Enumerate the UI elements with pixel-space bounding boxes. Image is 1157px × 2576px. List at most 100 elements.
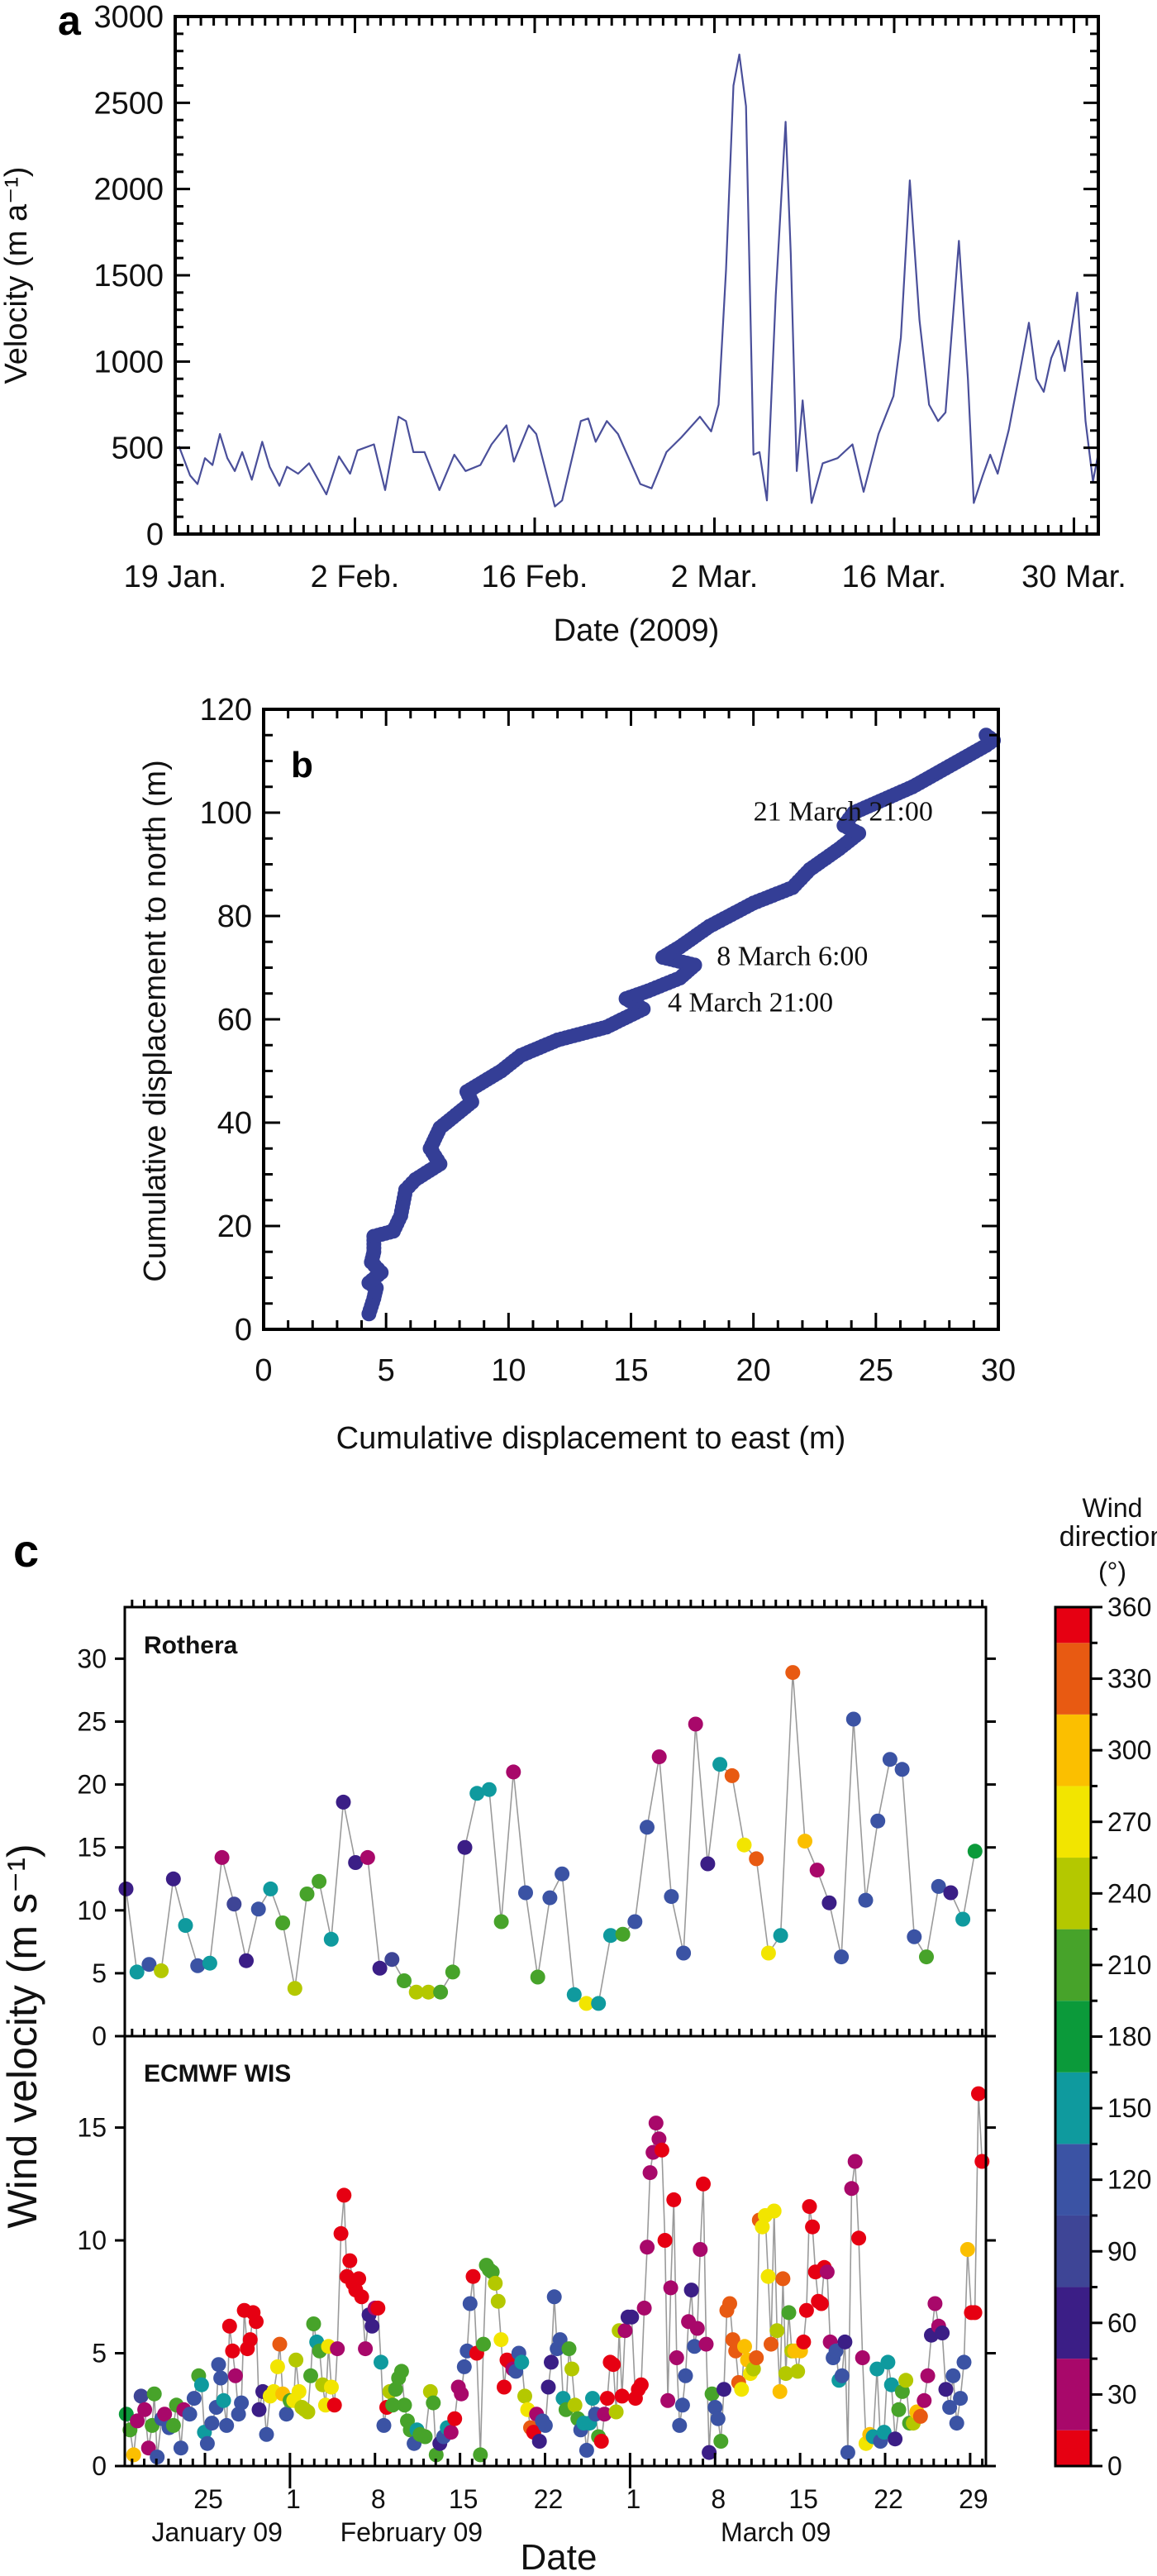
colorbar-band xyxy=(1055,2001,1091,2073)
y-tick-label: 0 xyxy=(235,1313,252,1348)
panel-b-letter: b xyxy=(291,745,313,785)
rothera-wind-point xyxy=(676,1945,692,1961)
ecmwf-wind-point xyxy=(126,2447,141,2463)
ecmwf-wind-point xyxy=(837,2334,853,2349)
colorbar-tick-label: 90 xyxy=(1107,2236,1137,2266)
y-tick-label: 1500 xyxy=(93,259,164,293)
ecmwf-wind-point xyxy=(687,2339,702,2354)
rothera-wind-point xyxy=(919,1949,934,1965)
ecmwf-wind-point xyxy=(388,2382,403,2397)
rothera-wind-point xyxy=(785,1665,801,1681)
ecmwf-wind-point xyxy=(303,2368,318,2383)
colorbar-band xyxy=(1055,1786,1091,1858)
x-tick-label: 5 xyxy=(378,1353,395,1388)
ecmwf-wind-point xyxy=(734,2382,750,2397)
ecmwf-wind-point xyxy=(182,2407,198,2422)
ecmwf-wind-point xyxy=(920,2368,936,2383)
x-tick-label: 25 xyxy=(193,2484,223,2514)
colorbar-tick-label: 210 xyxy=(1107,1950,1151,1980)
panel-b-axes: 0 5 10 15 20 25 30 0 20 40 60 80 100 120 xyxy=(200,693,1017,1388)
x-tick-label: 22 xyxy=(874,2484,903,2514)
ecmwf-wind-point xyxy=(666,2192,682,2207)
rothera-wind-point xyxy=(907,1929,922,1944)
ecmwf-wind-point xyxy=(640,2240,655,2255)
rothera-wind-point xyxy=(348,1855,364,1870)
ecmwf-wind-point xyxy=(949,2416,964,2431)
ecmwf-wind-point xyxy=(476,2336,491,2352)
ecmwf-wind-point xyxy=(490,2293,506,2309)
ecmwf-wind-point xyxy=(855,2350,870,2365)
rothera-wind-point xyxy=(773,1928,788,1944)
ecmwf-wind-point xyxy=(514,2354,530,2370)
ecmwf-wind-point xyxy=(165,2417,181,2433)
ecmwf-wind-point xyxy=(417,2429,433,2445)
ecmwf-wind-point xyxy=(669,2350,684,2365)
rothera-wind-point xyxy=(397,1973,412,1988)
ecmwf-wind-point xyxy=(959,2242,975,2257)
rothera-wind-point xyxy=(798,1834,812,1849)
ecmwf-wind-point xyxy=(772,2383,788,2399)
rothera-wind-point xyxy=(700,1856,716,1872)
ecmwf-wind-point xyxy=(376,2417,392,2433)
rothera-wind-point xyxy=(518,1885,533,1901)
ecmwf-wind-point xyxy=(805,2219,821,2235)
y-tick-label: 20 xyxy=(77,1770,107,1800)
ecmwf-wind-point xyxy=(447,2411,463,2426)
ecmwf-wind-point xyxy=(428,2447,444,2463)
ecmwf-wind-point xyxy=(150,2450,165,2465)
event-annotation: 4 March 21:00 xyxy=(668,988,833,1018)
ecmwf-wind-point xyxy=(648,2116,664,2131)
rothera-wind-point xyxy=(178,1918,193,1934)
colorbar-tick-label: 0 xyxy=(1107,2451,1122,2481)
ecmwf-wind-point xyxy=(454,2386,469,2402)
ecmwf-wind-point xyxy=(660,2392,676,2408)
ecmwf-wind-point xyxy=(749,2350,764,2365)
rothera-wind-point xyxy=(967,1844,983,1859)
y-tick-label: 20 xyxy=(217,1209,252,1244)
colorbar-title-line-1: Wind xyxy=(1083,1493,1143,1523)
ecmwf-wind-point xyxy=(465,2268,481,2284)
rothera-wind-point xyxy=(760,1945,776,1961)
x-tick-label: 1 xyxy=(626,2484,640,2514)
ecmwf-wind-point xyxy=(385,2397,401,2413)
rothera-wind-point xyxy=(894,1762,910,1777)
x-tick-label: 15 xyxy=(449,2484,479,2514)
rothera-wind-point xyxy=(457,1839,473,1855)
y-tick-label: 1000 xyxy=(93,345,164,379)
ecmwf-wind-point xyxy=(704,2386,720,2402)
rothera-wind-point xyxy=(688,1716,703,1732)
rothera-wind-point xyxy=(627,1914,643,1930)
rothera-wind-point xyxy=(336,1794,351,1810)
ecmwf-wind-point xyxy=(531,2434,547,2449)
rothera-wind-point xyxy=(226,1896,242,1912)
colorbar-band xyxy=(1055,2144,1091,2216)
ecmwf-wind-point xyxy=(173,2440,188,2456)
panel-b-displacement-chart: b 0 5 10 15 20 25 30 0 20 40 60 80 100 120 21 March 2… xyxy=(138,693,1016,1456)
rothera-wind-point xyxy=(542,1890,558,1906)
ecmwf-wind-point xyxy=(717,2382,731,2397)
colorbar-band xyxy=(1055,2287,1091,2359)
rothera-wind-point xyxy=(955,1911,971,1927)
ecmwf-wind-point xyxy=(672,2417,688,2433)
x-tick-label: 20 xyxy=(736,1353,771,1388)
rothera-wind-point xyxy=(834,1949,850,1965)
ecmwf-label: ECMWF WIS xyxy=(144,2060,291,2087)
y-tick-label: 3000 xyxy=(93,0,164,35)
panel-a-ylabel: Velocity (m a⁻¹) xyxy=(0,167,34,384)
ecmwf-connecting-line xyxy=(126,2093,983,2458)
ecmwf-wind-point xyxy=(657,2233,673,2248)
ecmwf-wind-point xyxy=(956,2354,972,2370)
ecmwf-wind-point xyxy=(251,2402,267,2417)
rothera-wind-point xyxy=(372,1960,388,1976)
x-tick-label: 15 xyxy=(788,2484,818,2514)
panel-a-frame xyxy=(174,15,1100,536)
ecmwf-wind-point xyxy=(204,2416,220,2431)
wind-series-group xyxy=(118,1665,990,2465)
ecmwf-wind-point xyxy=(462,2296,478,2311)
ecmwf-wind-point xyxy=(354,2289,369,2305)
ecmwf-wind-point xyxy=(608,2404,624,2420)
y-tick-label: 10 xyxy=(77,1896,107,1925)
ecmwf-wind-point xyxy=(760,2268,776,2284)
rothera-wind-point xyxy=(141,1957,157,1973)
